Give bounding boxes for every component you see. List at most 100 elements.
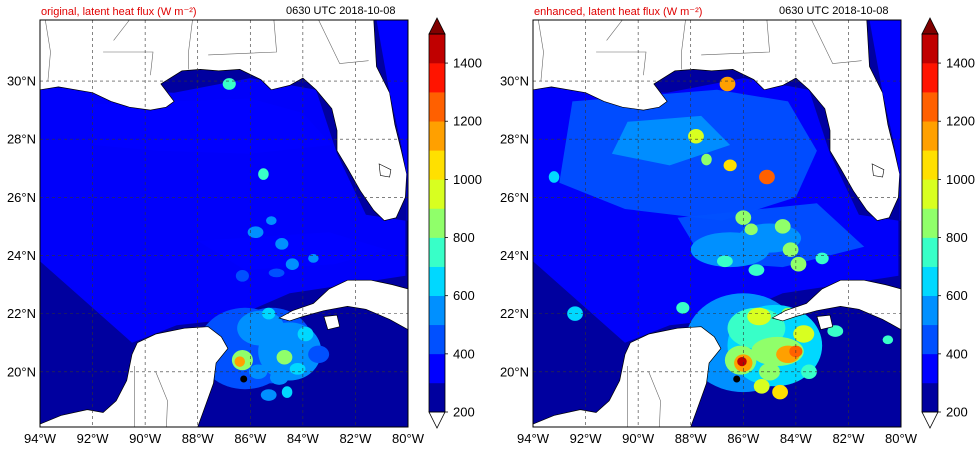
colorbar-tick-label: 600 [453, 288, 475, 303]
flux-cell [747, 307, 771, 326]
flux-cell [281, 386, 293, 398]
flux-cell [882, 335, 894, 345]
y-tick-label: 30°N [7, 74, 36, 89]
flux-cell [827, 325, 844, 337]
land-cuba [771, 279, 901, 331]
atlantic-strip [376, 20, 408, 221]
flux-cell [237, 310, 285, 346]
flux-cell [793, 325, 815, 343]
colorbar-segment [429, 121, 445, 151]
hurricane-eye [240, 375, 248, 383]
flux-zone [197, 232, 387, 270]
border-line [45, 20, 51, 82]
flux-cell [548, 171, 560, 183]
y-tick-label: 30°N [500, 74, 529, 89]
colorbar-tick-label: 400 [453, 346, 475, 361]
colorbar-segment [922, 150, 938, 180]
colorbar-tick-label: 1000 [453, 172, 482, 187]
y-tick-label: 28°N [7, 132, 36, 147]
x-tick-label: 84°W [287, 431, 320, 446]
land-yucatan [533, 326, 722, 427]
colorbar-tick-label: 400 [946, 346, 968, 361]
left-panel-title: original, latent heat flux (W m⁻²) [41, 6, 197, 18]
atlantic-strip [869, 20, 901, 221]
flux-cell [297, 326, 314, 342]
flux-cell [270, 370, 289, 385]
grid [40, 20, 408, 427]
colorbar-tick-label: 800 [946, 230, 968, 245]
colorbar-segment [429, 63, 445, 93]
flux-cell [234, 356, 246, 367]
x-tick-label: 80°W [392, 431, 425, 446]
colorbar-tick-label: 1400 [946, 56, 975, 71]
colorbar-extend-max [428, 17, 446, 35]
flux-cell [276, 349, 293, 365]
colorbar-extend-min [921, 411, 939, 429]
x-tick-label: 88°W [675, 431, 708, 446]
land-cuba [278, 279, 408, 331]
flux-cell [222, 78, 236, 90]
border-line [318, 20, 369, 64]
x-tick-label: 94°W [517, 431, 550, 446]
flux-cell [748, 264, 765, 276]
colorbar-segment [429, 179, 445, 209]
flux-cell [772, 384, 788, 400]
flux-cell [782, 242, 799, 257]
colorbar-segment [429, 34, 445, 64]
right-panel-time: 0630 UTC 2018-10-08 [779, 5, 889, 17]
border-line [103, 51, 154, 76]
colorbar-segment [922, 324, 938, 355]
colorbar-segment [922, 92, 938, 122]
colorbar-tick-label: 1200 [453, 114, 482, 129]
colorbar-segment [429, 92, 445, 122]
border-line [648, 371, 661, 427]
y-tick-label: 26°N [500, 190, 529, 205]
colorbar-segment [429, 353, 445, 384]
colorbar-tick-label: 800 [453, 230, 475, 245]
y-tick-label: 24°N [7, 248, 36, 263]
flux-cell [759, 169, 775, 185]
colorbar: 200 400 600 800 1000 1200 1400 [921, 17, 975, 429]
lake-okeechobee [378, 163, 392, 178]
colorbar-segment [922, 237, 938, 267]
y-tick-label: 22°N [7, 306, 36, 321]
flux-cell [235, 270, 249, 282]
border-line [681, 20, 686, 70]
y-tick-label: 24°N [500, 248, 529, 263]
flux-cell [774, 219, 791, 234]
colorbar-segment [922, 382, 938, 413]
flux-cell [717, 255, 733, 268]
border-line [155, 371, 168, 427]
flux-zone [611, 115, 731, 166]
hurricane-eye [733, 375, 741, 383]
flux-cell [260, 389, 277, 401]
land-isleofyouth [816, 314, 834, 331]
left-panel-time: 0630 UTC 2018-10-08 [286, 5, 396, 17]
map-frame [39, 19, 409, 428]
x-tick-label: 86°W [234, 431, 267, 446]
colorbar: 200 400 600 800 1000 1200 1400 [428, 17, 482, 429]
border-line [606, 20, 623, 41]
flux-cell [753, 379, 770, 394]
flux-cell [744, 223, 758, 236]
x-tick-label: 88°W [182, 431, 215, 446]
colorbar-segment [922, 353, 938, 384]
colorbar-tick-label: 200 [453, 405, 475, 420]
border-line [188, 20, 193, 70]
colorbar-segment [922, 63, 938, 93]
flux-cell [719, 76, 736, 92]
colorbar-extend-min [428, 411, 446, 429]
right-panel-title: enhanced, latent heat flux (W m⁻²) [534, 6, 703, 18]
land-usa [40, 20, 408, 221]
colorbar-segment [922, 208, 938, 238]
colorbar-segment [922, 34, 938, 64]
x-tick-label: 82°W [832, 431, 865, 446]
y-tick-label: 26°N [7, 190, 36, 205]
colorbar-segment [922, 179, 938, 209]
map-panel-2: 94°W 92°W 90°W 88°W 86°W 84°W 82°W 80°W 20°N 22°N… [500, 17, 975, 446]
colorbar-tick-label: 600 [946, 288, 968, 303]
colorbar-segment [429, 150, 445, 180]
flux-cell [676, 301, 690, 314]
flux-cell [258, 168, 269, 180]
border-line [538, 20, 544, 82]
